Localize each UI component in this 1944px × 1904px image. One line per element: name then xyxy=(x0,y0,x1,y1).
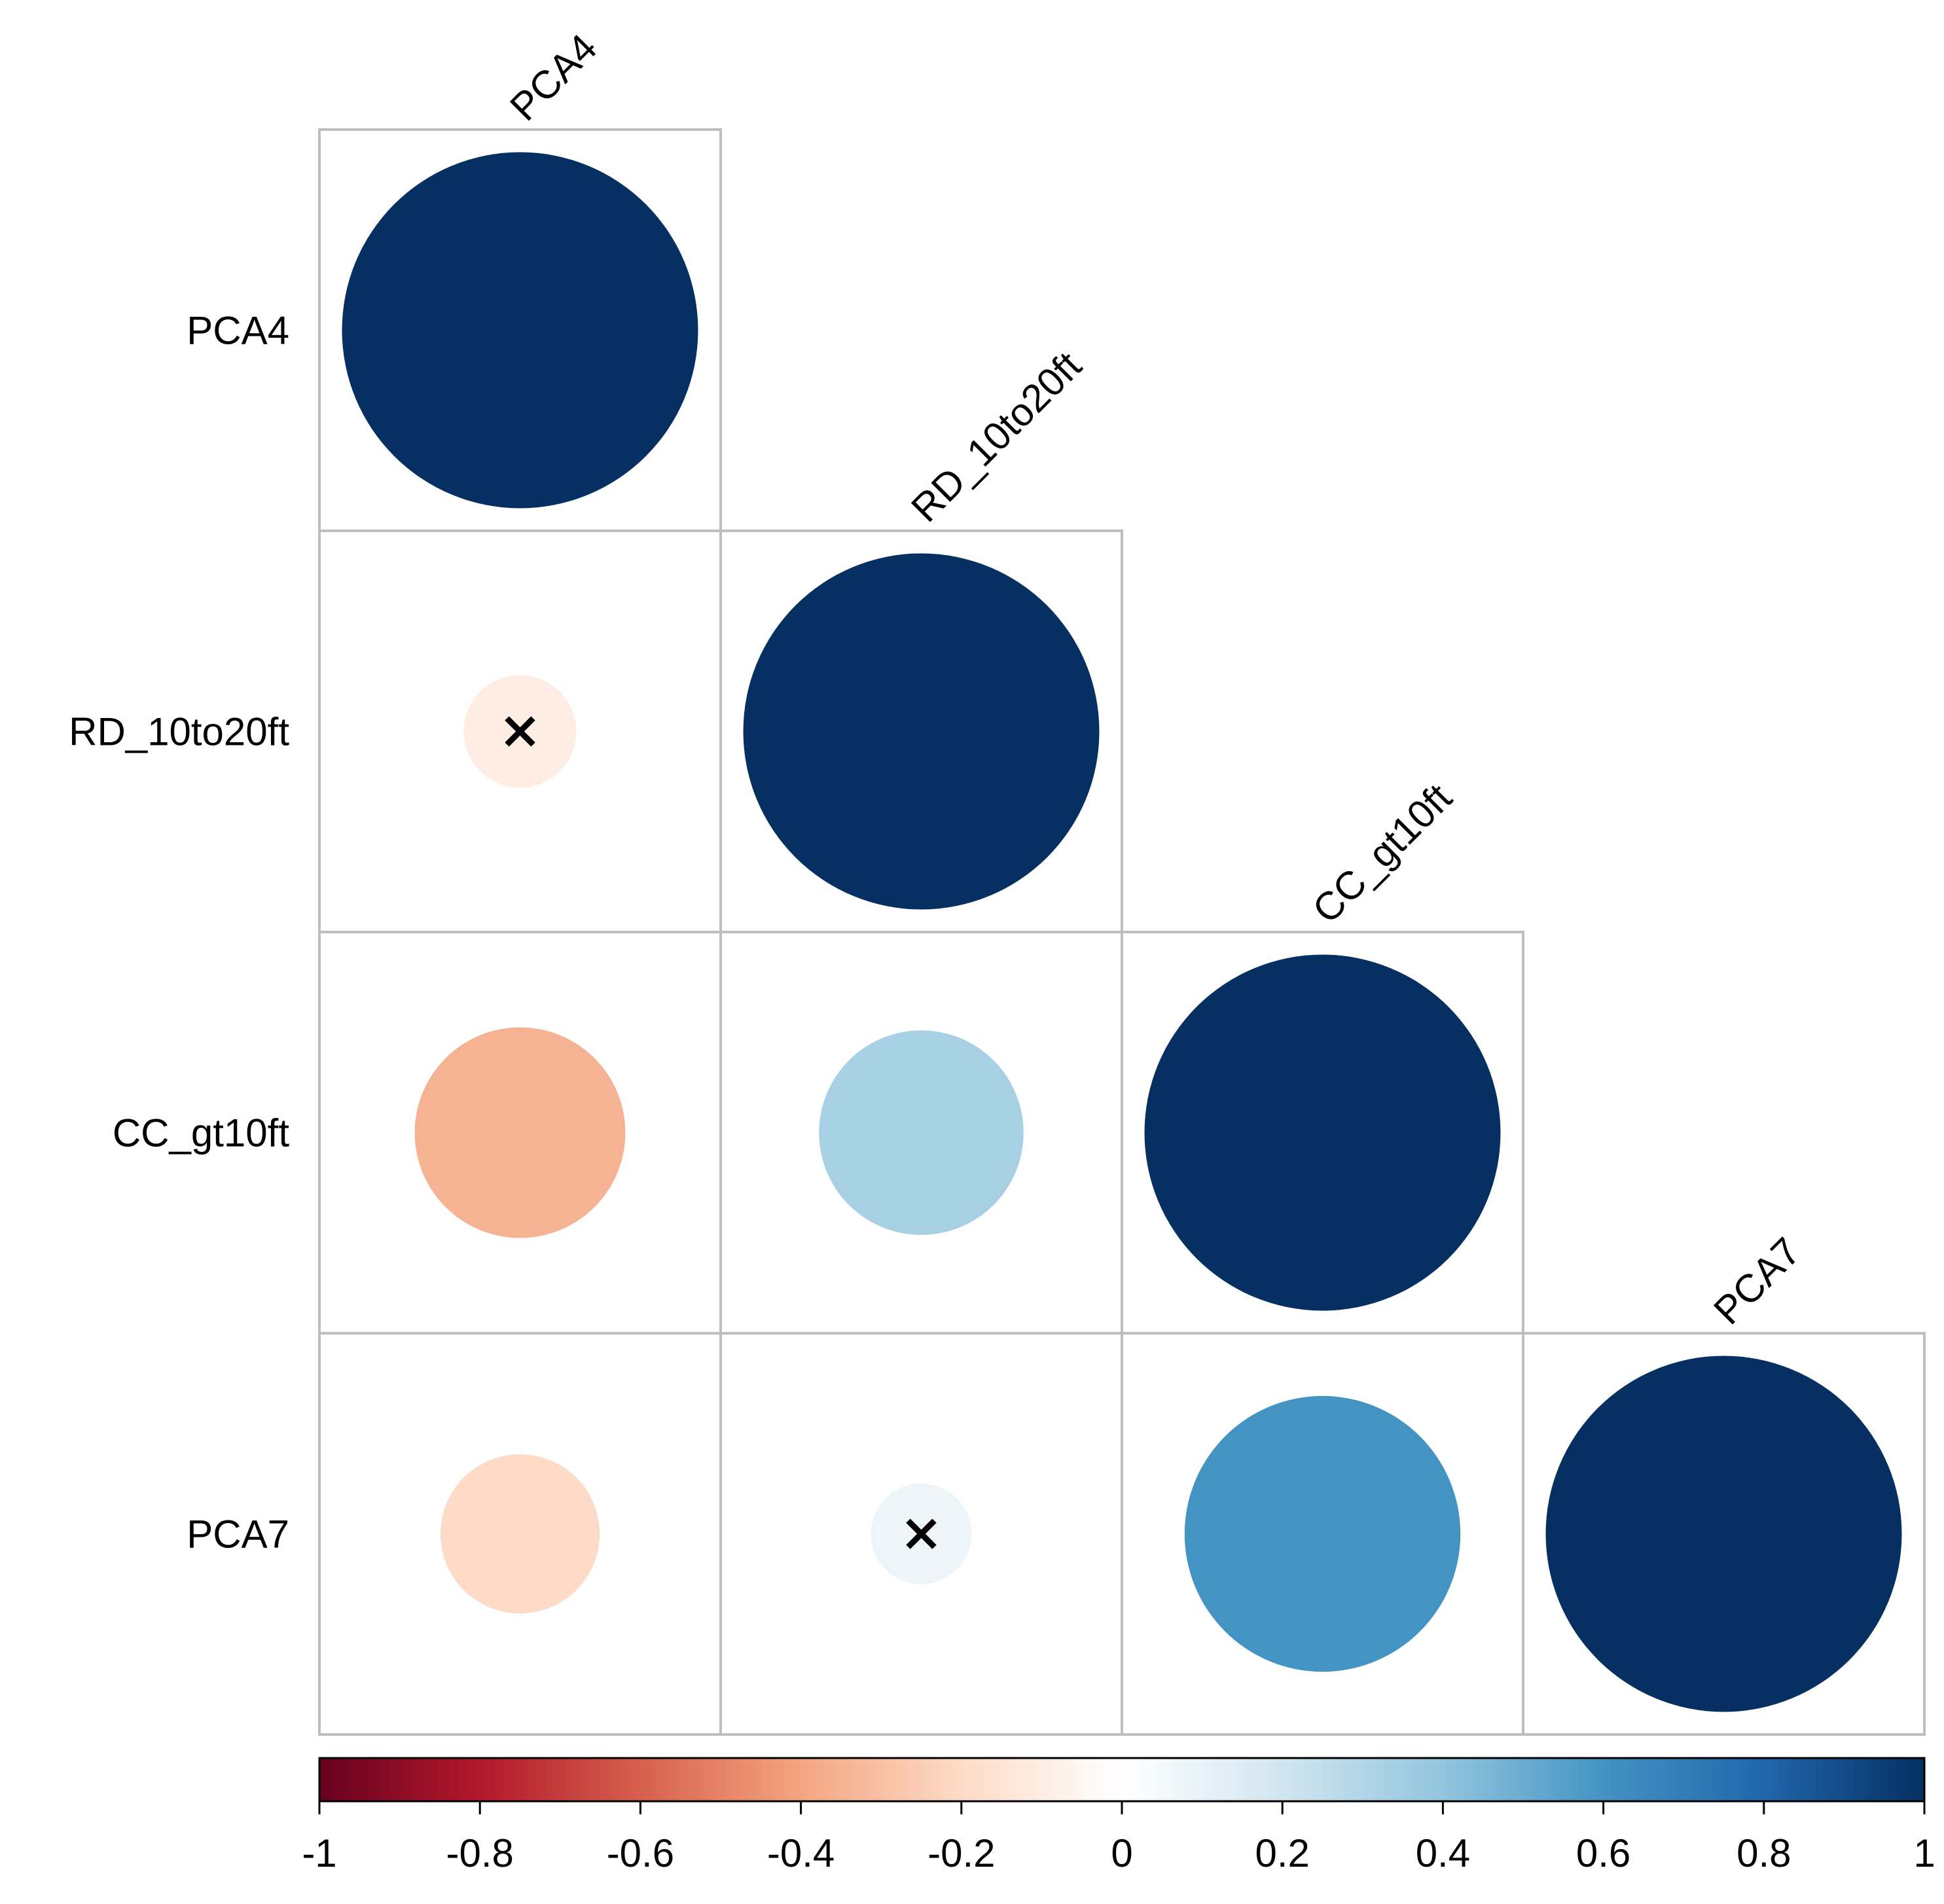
corr-circle-pca7-pca4 xyxy=(440,1454,600,1614)
insignificance-marks xyxy=(505,716,937,1549)
colorbar-tick-label: 0.2 xyxy=(1255,1831,1309,1875)
colorbar-tick-label: -0.6 xyxy=(607,1831,674,1875)
row-label-cc-gt10ft: CC_gt10ft xyxy=(113,1111,289,1155)
row-label-rd-10to20ft: RD_10to20ft xyxy=(69,710,289,754)
colorbar-tick-label: 1 xyxy=(1913,1831,1935,1875)
corr-circle-rd-10to20ft-rd-10to20ft xyxy=(743,553,1100,910)
corr-circle-pca4-pca4 xyxy=(342,152,698,509)
diag-label-pca4: PCA4 xyxy=(501,26,605,129)
colorbar-tick-label: -0.8 xyxy=(446,1831,514,1875)
insignificant-cross-pca7-rd-10to20ft xyxy=(906,1518,937,1549)
colorbar-tick-label: 0 xyxy=(1111,1831,1132,1875)
insignificant-cross-rd-10to20ft-pca4 xyxy=(505,716,535,747)
colorbar-tick-label: -0.2 xyxy=(927,1831,995,1875)
colorbar-gradient xyxy=(318,1757,1926,1803)
colorbar-tick-label: 0.8 xyxy=(1737,1831,1791,1875)
color-legend: -1 -0.8 -0.6 -0.4 -0.2 0 0.2 0.4 0.6 0.8 1 xyxy=(302,1757,1935,1875)
diag-label-rd-10to20ft: RD_10to20ft xyxy=(903,343,1090,530)
corr-circle-cc-gt10ft-rd-10to20ft xyxy=(819,1030,1024,1235)
corr-circle-pca7-pca7 xyxy=(1545,1356,1902,1712)
row-label-pca7: PCA7 xyxy=(187,1513,289,1556)
corr-circle-cc-gt10ft-pca4 xyxy=(414,1027,626,1238)
diag-label-pca7: PCA7 xyxy=(1705,1229,1809,1333)
diag-label-cc-gt10ft: CC_gt10ft xyxy=(1304,776,1460,932)
corr-circle-pca7-cc-gt10ft xyxy=(1184,1395,1461,1672)
row-label-pca4: PCA4 xyxy=(187,309,289,353)
correlation-circles xyxy=(342,152,1902,1712)
colorbar-tick-label: -0.4 xyxy=(767,1831,835,1875)
corr-circle-cc-gt10ft-cc-gt10ft xyxy=(1144,954,1501,1311)
colorbar-tick-label: -1 xyxy=(302,1831,336,1875)
colorbar-tick-label: 0.4 xyxy=(1416,1831,1470,1875)
colorbar-tick-label: 0.6 xyxy=(1576,1831,1630,1875)
